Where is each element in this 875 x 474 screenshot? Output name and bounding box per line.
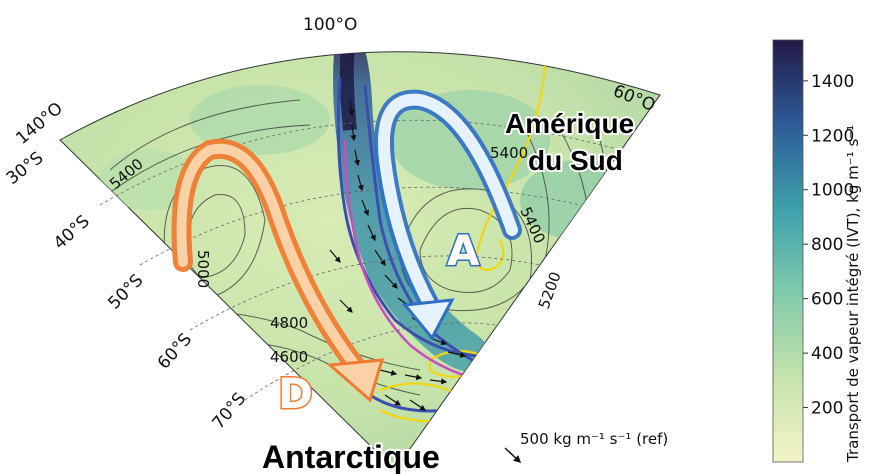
river-outline-blue <box>336 77 502 413</box>
depression-marker: D <box>278 369 313 418</box>
colorbar-tick-label: 600 <box>811 290 843 310</box>
lat-label-70s: 70°S <box>209 389 251 433</box>
ivt-map-field <box>59 51 661 471</box>
depression-arrow <box>171 138 385 403</box>
colorbar-title: Transport de vapeur intégré (IVT), kg m⁻… <box>844 125 862 463</box>
graticule <box>99 119 621 401</box>
contour-label: 5200 <box>535 269 565 311</box>
lon-label-140w: 140°O <box>12 99 66 149</box>
reference-vector-label: 500 kg m⁻¹ s⁻¹ (ref) <box>520 430 668 448</box>
colorbar-tick-label: 400 <box>811 344 843 364</box>
lat-label-60s: 60°S <box>154 330 196 374</box>
lon-label-100w: 100°O <box>303 15 357 35</box>
region-label-south-america-line2: du Sud <box>528 145 623 176</box>
colorbar-tick-label: 1400 <box>811 72 854 92</box>
lat-label-40s: 40°S <box>50 211 94 253</box>
colorbar-tick-label: 800 <box>811 235 843 255</box>
reference-vector: 500 kg m⁻¹ s⁻¹ (ref) <box>504 430 668 464</box>
anticyclone-marker: A <box>447 226 480 275</box>
contour-label: 4600 <box>270 348 308 366</box>
anticyclone-arrow <box>374 89 522 341</box>
contour-label: 5400 <box>490 144 528 162</box>
colorbar: 1400 1200 1000 800 600 400 200 Transport de va… <box>772 39 862 463</box>
contour-label: 5000 <box>194 250 212 288</box>
colorbar-scale <box>772 39 804 463</box>
colorbar-tick-label: 1200 <box>811 126 854 146</box>
colorbar-tick-label: 1000 <box>811 181 854 201</box>
contour-label: 4800 <box>270 314 308 332</box>
region-label-antarctica: Antarctique <box>262 439 440 474</box>
lat-label-50s: 50°S <box>104 270 147 313</box>
colorbar-ticks: 1400 1200 1000 800 600 400 200 <box>803 72 854 419</box>
lat-label-30s: 30°S <box>3 148 48 189</box>
region-label-south-america-line1: Amérique <box>505 108 634 139</box>
colorbar-tick-label: 200 <box>811 399 843 419</box>
river-outline-magenta <box>343 139 481 382</box>
